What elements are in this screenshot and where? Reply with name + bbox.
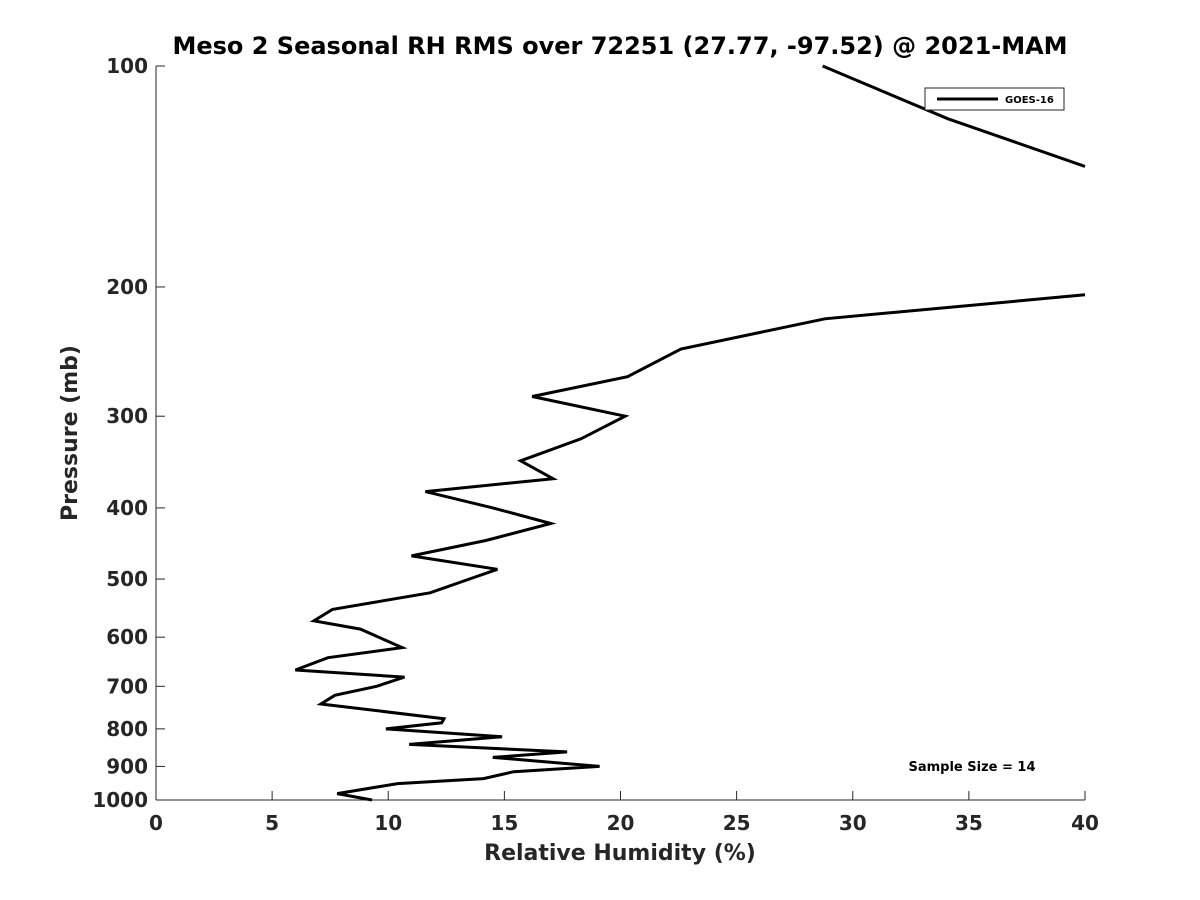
y-tick-label: 900 xyxy=(106,754,148,778)
y-tick-label: 200 xyxy=(106,275,148,299)
x-axis-label: Relative Humidity (%) xyxy=(484,841,756,866)
y-tick-label: 600 xyxy=(106,625,148,649)
y-tick-label: 300 xyxy=(106,404,148,428)
x-tick-label: 15 xyxy=(490,811,518,835)
y-tick-label: 100 xyxy=(106,54,148,78)
sample-size-annotation: Sample Size = 14 xyxy=(908,760,1035,775)
y-tick-label: 1000 xyxy=(92,788,148,812)
y-axis-label: Pressure (mb) xyxy=(58,345,83,521)
series-line-goes-16 xyxy=(294,293,1086,802)
y-tick-label: 700 xyxy=(106,674,148,698)
x-tick-label: 40 xyxy=(1071,811,1099,835)
legend-label: GOES-16 xyxy=(1005,95,1054,106)
chart-title: Meso 2 Seasonal RH RMS over 72251 (27.77… xyxy=(172,32,1067,60)
x-tick-label: 30 xyxy=(839,811,867,835)
y-tick-label: 400 xyxy=(106,496,148,520)
series-group xyxy=(294,64,1086,802)
x-tick-label: 10 xyxy=(374,811,402,835)
x-axis-ticks: 0 5 10 15 20 25 30 35 40 xyxy=(149,791,1099,835)
x-tick-label: 0 xyxy=(149,811,163,835)
legend: GOES-16 xyxy=(924,87,1065,111)
x-tick-label: 5 xyxy=(265,811,279,835)
x-tick-label: 35 xyxy=(955,811,983,835)
x-tick-label: 20 xyxy=(607,811,635,835)
y-tick-label: 800 xyxy=(106,717,148,741)
series-line-goes-16 xyxy=(822,64,1086,168)
x-tick-label: 25 xyxy=(723,811,751,835)
y-axis-ticks: 100 200 300 400 500 600 700 800 900 1000 xyxy=(92,54,165,812)
y-tick-label: 500 xyxy=(106,567,148,591)
